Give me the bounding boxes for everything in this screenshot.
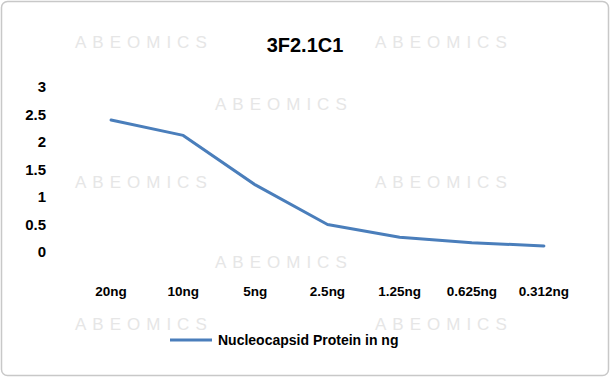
- watermark: ABEOMICS: [375, 33, 513, 52]
- y-tick-label: 1.5: [25, 161, 46, 178]
- watermark: ABEOMICS: [215, 95, 353, 114]
- y-tick-label: 2.5: [25, 106, 46, 123]
- y-tick-label: 0.5: [25, 216, 46, 233]
- title: 3F2.1C1: [267, 34, 344, 56]
- watermark: ABEOMICS: [75, 315, 213, 334]
- x-tick-label: 20ng: [95, 284, 127, 299]
- y-tick-label: 0: [38, 243, 46, 260]
- y-tick-label: 3: [38, 78, 46, 95]
- x-tick-label: 5ng: [243, 284, 267, 299]
- legend-swatch: [170, 339, 212, 342]
- plot-area: [111, 120, 544, 246]
- watermark: ABEOMICS: [75, 33, 213, 52]
- series-line: [111, 120, 544, 246]
- x-tick-label: 10ng: [167, 284, 199, 299]
- y-tick-label: 1: [38, 188, 46, 205]
- y-tick-label: 2: [38, 133, 46, 150]
- chart-wrap: ABEOMICS ABEOMICS ABEOMICS ABEOMICS ABEOMICS…: [0, 0, 610, 377]
- x-tick-label: 2.5ng: [310, 284, 345, 299]
- watermark: ABEOMICS: [75, 173, 213, 192]
- x-tick-label: 0.625ng: [447, 284, 497, 299]
- watermark: ABEOMICS: [375, 173, 513, 192]
- legend-label: Nucleocapsid Protein in ng: [218, 332, 398, 348]
- x-tick-label: 0.312ng: [519, 284, 569, 299]
- x-tick-label: 1.25ng: [378, 284, 421, 299]
- chart-frame: [2, 2, 609, 376]
- chart: ABEOMICS ABEOMICS ABEOMICS ABEOMICS ABEOMICS…: [0, 0, 610, 377]
- watermark: ABEOMICS: [215, 253, 353, 272]
